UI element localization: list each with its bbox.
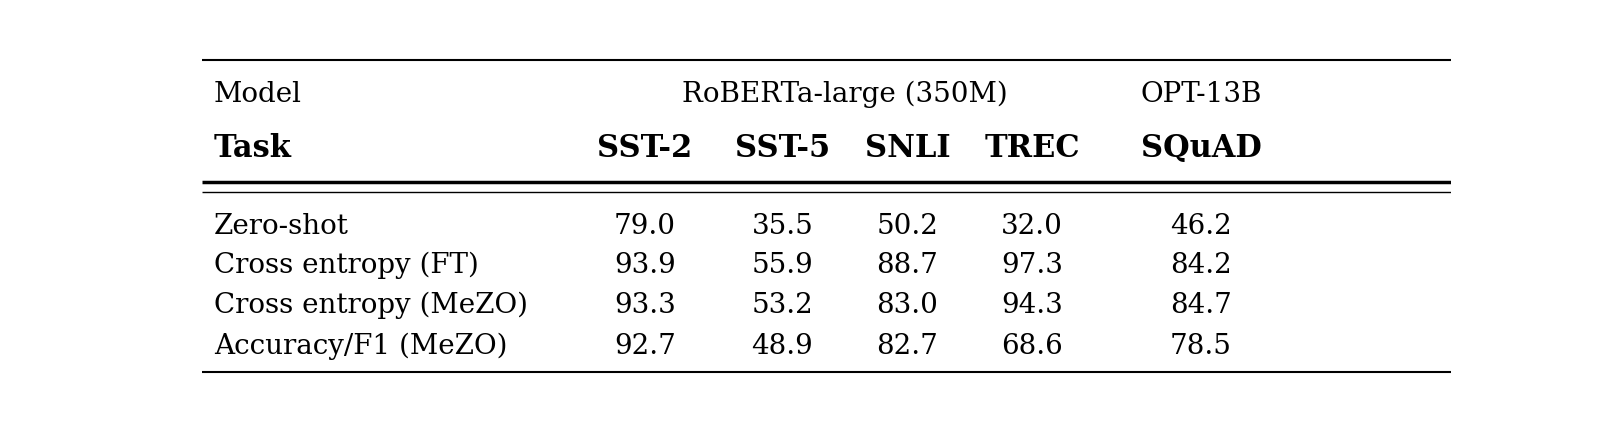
Text: Cross entropy (FT): Cross entropy (FT) bbox=[214, 252, 479, 279]
Text: TREC: TREC bbox=[985, 133, 1080, 164]
Text: 88.7: 88.7 bbox=[877, 252, 938, 279]
Text: 53.2: 53.2 bbox=[751, 292, 814, 319]
Text: 92.7: 92.7 bbox=[614, 333, 675, 360]
Text: 48.9: 48.9 bbox=[751, 333, 814, 360]
Text: RoBERTa-large (350M): RoBERTa-large (350M) bbox=[682, 81, 1008, 108]
Text: 78.5: 78.5 bbox=[1170, 333, 1232, 360]
Text: Task: Task bbox=[214, 133, 292, 164]
Text: SST-5: SST-5 bbox=[735, 133, 830, 164]
Text: 83.0: 83.0 bbox=[877, 292, 938, 319]
Text: 55.9: 55.9 bbox=[751, 252, 814, 279]
Text: SQuAD: SQuAD bbox=[1141, 133, 1261, 164]
Text: 97.3: 97.3 bbox=[1001, 252, 1064, 279]
Text: 82.7: 82.7 bbox=[877, 333, 938, 360]
Text: 93.9: 93.9 bbox=[614, 252, 675, 279]
Text: 35.5: 35.5 bbox=[751, 213, 814, 240]
Text: 46.2: 46.2 bbox=[1170, 213, 1232, 240]
Text: Cross entropy (MeZO): Cross entropy (MeZO) bbox=[214, 292, 529, 319]
Text: 84.2: 84.2 bbox=[1170, 252, 1232, 279]
Text: SNLI: SNLI bbox=[864, 133, 949, 164]
Text: 50.2: 50.2 bbox=[877, 213, 938, 240]
Text: 32.0: 32.0 bbox=[1001, 213, 1064, 240]
Text: OPT-13B: OPT-13B bbox=[1140, 81, 1262, 108]
Text: Accuracy/F1 (MeZO): Accuracy/F1 (MeZO) bbox=[214, 333, 508, 360]
Text: Model: Model bbox=[214, 81, 301, 108]
Text: 93.3: 93.3 bbox=[614, 292, 675, 319]
Text: 79.0: 79.0 bbox=[614, 213, 675, 240]
Text: 84.7: 84.7 bbox=[1170, 292, 1232, 319]
Text: 94.3: 94.3 bbox=[1001, 292, 1064, 319]
Text: Zero-shot: Zero-shot bbox=[214, 213, 348, 240]
Text: SST-2: SST-2 bbox=[598, 133, 693, 164]
Text: 68.6: 68.6 bbox=[1001, 333, 1064, 360]
